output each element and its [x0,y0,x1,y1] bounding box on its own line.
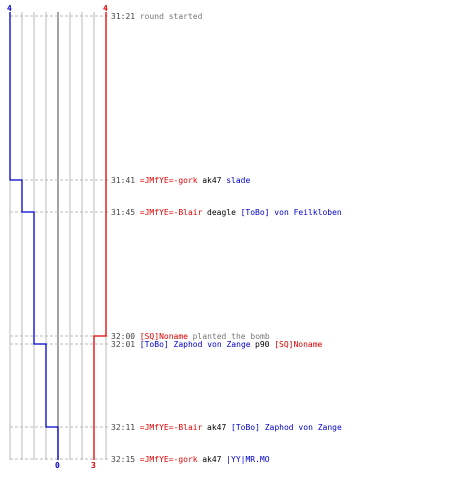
team-b-start-count: 4 [103,4,108,13]
event-guide-lines [10,15,109,460]
event-text: slade [226,176,250,185]
event-time: 32:11 [111,423,135,432]
event-text: [SQ]Noname [274,340,322,349]
event-text: |YY|MR.MO [226,455,270,464]
event-time: 31:45 [111,208,135,217]
event-text: planted the bomb [188,332,270,341]
event-text: [ToBo] Zaphod von Zange [140,340,251,349]
event-text: deagle [202,208,241,217]
team-a-alive-line [9,12,59,460]
event-text: p90 [250,340,274,349]
event-text: =JMfYE=-Blair [140,208,203,217]
event-time: 31:21 [111,12,135,21]
event-time: 32:01 [111,340,135,349]
event-text: [ToBo] Zaphod von Zange [231,423,342,432]
event-text: ak47 [197,455,226,464]
event-time: 32:15 [111,455,135,464]
team-b-end-count: 3 [91,461,96,470]
event-text: =JMfYE=-gork [140,455,198,464]
team-b-alive-line [93,12,107,460]
timeline-grid [9,12,107,460]
event-text: ak47 [197,176,226,185]
event-time: 32:00 [111,332,135,341]
event-text: [ToBo] von Feilkloben [241,208,342,217]
event-time: 31:41 [111,176,135,185]
event-text: =JMfYE=-gork [140,176,198,185]
event-text: round started [140,12,203,21]
team-a-end-count: 0 [55,461,60,470]
event-labels: 31:21 round started 31:41 =JMfYE=-gork ak47… [111,12,342,464]
team-count-lines [9,12,107,460]
event-text: =JMfYE=-Blair [140,423,203,432]
team-a-start-count: 4 [7,4,12,13]
event-text: ak47 [202,423,231,432]
event-text: [SQ]Noname [140,332,188,341]
